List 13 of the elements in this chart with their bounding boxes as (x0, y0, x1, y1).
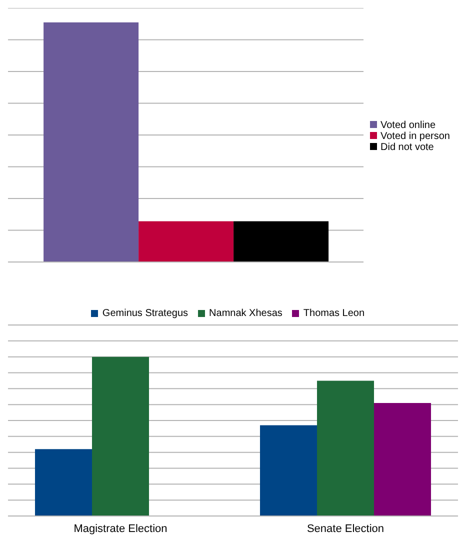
bar (374, 402, 431, 516)
legend-label: Voted in person (380, 130, 450, 142)
bar (317, 380, 374, 516)
bar (35, 449, 92, 516)
x-tick-label: Magistrate Election (74, 522, 168, 535)
legend-label: Namnak Xhesas (209, 308, 282, 319)
x-tick-label: Senate Election (306, 522, 384, 535)
bar (260, 425, 317, 516)
bar (92, 356, 149, 516)
legend-label: Voted online (380, 120, 436, 130)
legend-label: Thomas Leon (303, 308, 365, 319)
legend-label: Did not vote (380, 142, 434, 152)
legend-label: Geminus Strategus (102, 308, 188, 319)
